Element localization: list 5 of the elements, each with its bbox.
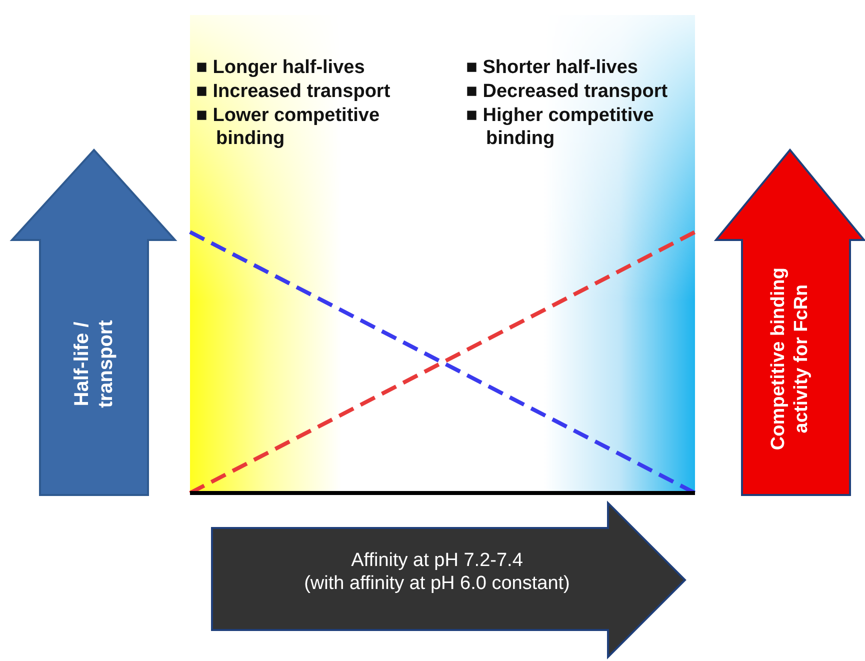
y-axis-title: Half-life / transport <box>70 319 118 410</box>
text: ■ Longer half-lives ■ Increased transport ■ Lower competitive binding <box>196 56 392 151</box>
x-axis-title: Affinity at pH 7.2-7.4 (with affinity at pH 6.0 constant) <box>303 550 571 596</box>
text: ■ Shorter half-lives ■ Decreased transport ■ Higher competitive binding <box>466 56 669 151</box>
y2-axis-title: Competitive binding activity for FcRn <box>768 266 813 452</box>
